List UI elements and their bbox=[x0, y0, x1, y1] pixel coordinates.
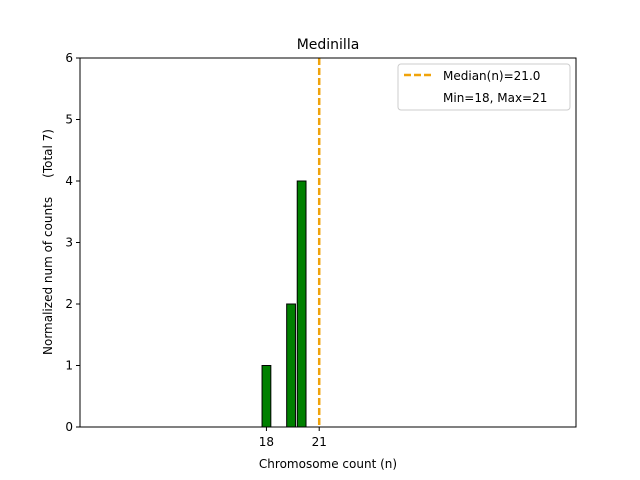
y-tick-label: 0 bbox=[65, 420, 73, 434]
legend-box bbox=[397, 63, 571, 111]
chart-title: Medinilla bbox=[297, 37, 360, 53]
y-axis-label: Normalized num of counts (Total 7) bbox=[41, 129, 55, 355]
x-tick-label: 18 bbox=[259, 435, 274, 449]
y-tick-label: 5 bbox=[65, 113, 73, 127]
y-tick-label: 1 bbox=[65, 359, 73, 373]
bar-0 bbox=[261, 365, 272, 428]
x-axis-label: Chromosome count (n) bbox=[259, 457, 397, 471]
bar-1 bbox=[286, 303, 296, 428]
x-axis-ticks: 18 21 bbox=[259, 427, 327, 449]
legend-range-label: Min=18, Max=21 bbox=[443, 91, 547, 105]
y-tick-label: 3 bbox=[65, 236, 73, 250]
legend: Median(n)=21.0 Min=18, Max=21 bbox=[397, 63, 571, 111]
legend-median-label: Median(n)=21.0 bbox=[443, 69, 540, 83]
x-tick-label: 21 bbox=[312, 435, 327, 449]
y-tick-label: 2 bbox=[65, 297, 73, 311]
plot-frame bbox=[79, 57, 577, 428]
bar-2 bbox=[296, 180, 307, 428]
bars-group bbox=[261, 180, 307, 428]
y-tick-label: 6 bbox=[65, 51, 73, 65]
y-tick-label: 4 bbox=[65, 174, 73, 188]
y-axis-ticks: 0 1 2 3 4 5 6 bbox=[65, 51, 80, 434]
